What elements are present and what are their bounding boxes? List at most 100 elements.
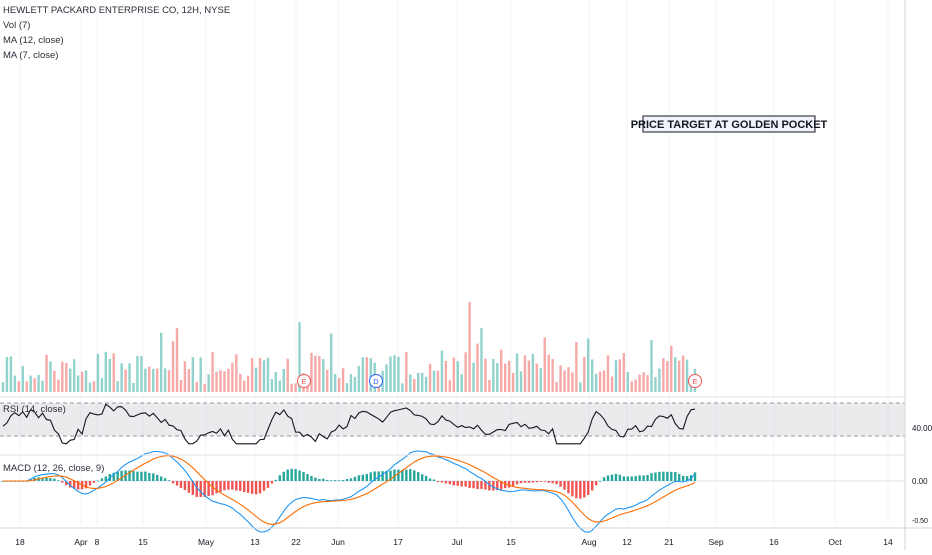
volume-bar	[531, 353, 535, 392]
macd-histogram-bar	[246, 481, 250, 493]
rsi-layer	[0, 402, 905, 445]
macd-histogram-bar	[326, 480, 329, 481]
macd-histogram-bar	[440, 481, 444, 483]
macd-histogram-bar	[341, 479, 345, 481]
macd-histogram-bar	[650, 473, 653, 481]
macd-histogram-bar	[203, 481, 206, 497]
x-tick-label: 8	[95, 537, 100, 547]
volume-bar	[353, 376, 357, 392]
volume-bar	[124, 369, 127, 392]
volume-bar	[120, 363, 123, 392]
volume-bar	[195, 381, 198, 392]
volume-bar	[231, 362, 234, 392]
macd-histogram-bar	[239, 481, 242, 491]
volume-bar	[326, 369, 329, 392]
volume-bar	[511, 372, 515, 392]
macd-histogram-bar	[171, 481, 175, 484]
volume-bar	[654, 377, 657, 392]
macd-histogram-bar	[159, 476, 163, 481]
volume-bar	[310, 352, 313, 392]
volume-bar	[254, 367, 258, 392]
volume-bar	[17, 381, 21, 392]
volume-bar	[163, 368, 167, 392]
macd-histogram-bar	[266, 481, 270, 488]
macd-histogram-bar	[531, 481, 535, 483]
x-tick-label: 16	[769, 537, 779, 547]
macd-histogram-bar	[88, 481, 92, 486]
macd-histogram-bar	[219, 481, 222, 492]
volume-bar	[159, 332, 163, 392]
x-tick-label: Oct	[828, 537, 842, 547]
macd-histogram-bar	[503, 481, 507, 489]
volume-bar	[274, 371, 278, 392]
macd-histogram-bar	[262, 481, 266, 491]
macd-histogram-bar	[175, 481, 179, 486]
macd-histogram-bar	[630, 476, 633, 481]
macd-histogram-bar	[436, 481, 440, 482]
volume-bar	[243, 380, 246, 392]
volume-bar	[132, 382, 135, 392]
volume-bar	[590, 359, 594, 392]
volume-bar	[464, 352, 467, 392]
volume-bar	[72, 359, 76, 392]
macd-histogram-bar	[61, 481, 64, 483]
volume-bar	[45, 354, 48, 392]
volume-bar	[21, 365, 24, 392]
volume-bar	[583, 356, 586, 392]
macd-signal-line	[3, 455, 696, 525]
volume-bar	[409, 374, 412, 392]
macd-histogram-bar	[120, 470, 123, 481]
macd-histogram-bar	[112, 472, 115, 481]
volume-bar	[602, 370, 606, 392]
x-tick-label: 15	[506, 537, 516, 547]
x-tick-label: Jul	[452, 537, 463, 547]
volume-bar	[539, 368, 542, 392]
macd-histogram-bar	[254, 481, 258, 495]
volume-bar	[523, 355, 527, 392]
volume-bar	[436, 370, 440, 392]
macd-histogram-bar	[401, 469, 404, 481]
macd-histogram-bar	[373, 471, 376, 481]
macd-histogram-bar	[179, 481, 183, 488]
volume-bar	[587, 338, 590, 392]
volume-bar	[128, 363, 131, 392]
macd-histogram-bar	[298, 470, 301, 481]
volume-bar	[677, 360, 681, 392]
volume-bar	[183, 361, 187, 392]
volume-bar	[393, 355, 396, 392]
x-tick-label: 21	[664, 537, 674, 547]
macd-histogram-bar	[231, 481, 234, 490]
grid-layer	[19, 0, 889, 525]
volume-bar	[57, 379, 60, 392]
volume-bar	[642, 372, 645, 392]
macd-histogram-bar	[571, 481, 574, 497]
macd-histogram-bar	[515, 481, 519, 485]
macd-histogram-bar	[670, 471, 673, 481]
macd-histogram-bar	[57, 480, 60, 482]
volume-bar	[484, 358, 487, 392]
macd-histogram-bar	[393, 469, 396, 481]
volume-bar	[239, 373, 242, 392]
volume-bar	[278, 380, 281, 392]
volume-bar	[527, 360, 531, 392]
volume-bar	[662, 358, 665, 392]
macd-histogram-bar	[53, 478, 56, 481]
macd-histogram-bar	[666, 471, 669, 481]
volume-bar	[606, 355, 610, 392]
macd-histogram-bar	[353, 476, 357, 481]
macd-histogram-bar	[602, 477, 606, 481]
macd-histogram-bar	[614, 473, 618, 481]
volume-bar	[575, 342, 578, 392]
macd-histogram-bar	[381, 471, 384, 481]
macd-histogram-bar	[519, 481, 523, 484]
volume-bar	[148, 366, 151, 392]
volume-bar	[658, 368, 661, 392]
event-marker-label: D	[373, 377, 379, 386]
volume-bar	[33, 378, 36, 392]
macd-histogram-bar	[610, 474, 614, 481]
macd-histogram-bar	[167, 480, 171, 482]
volume-bar	[290, 383, 293, 392]
volume-bar	[476, 343, 479, 392]
